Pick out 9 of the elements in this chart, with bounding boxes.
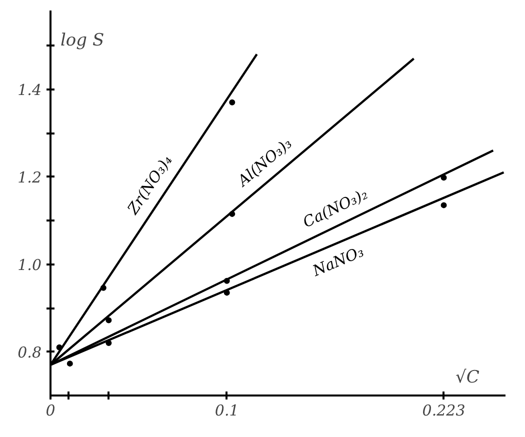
x-axis-title: √C [456, 368, 480, 388]
x-tick-label: 0.1 [214, 402, 239, 420]
x-tick-label: 0 [46, 402, 56, 420]
y-tick-label: 1.2 [18, 168, 42, 186]
y-axis-title: log S [60, 30, 104, 50]
y-tick-label: 1.0 [18, 256, 42, 274]
y-tick-label: 1.4 [18, 80, 42, 99]
y-tick-label: 0.8 [18, 343, 42, 362]
x-tick-label: 0.223 [422, 402, 466, 420]
